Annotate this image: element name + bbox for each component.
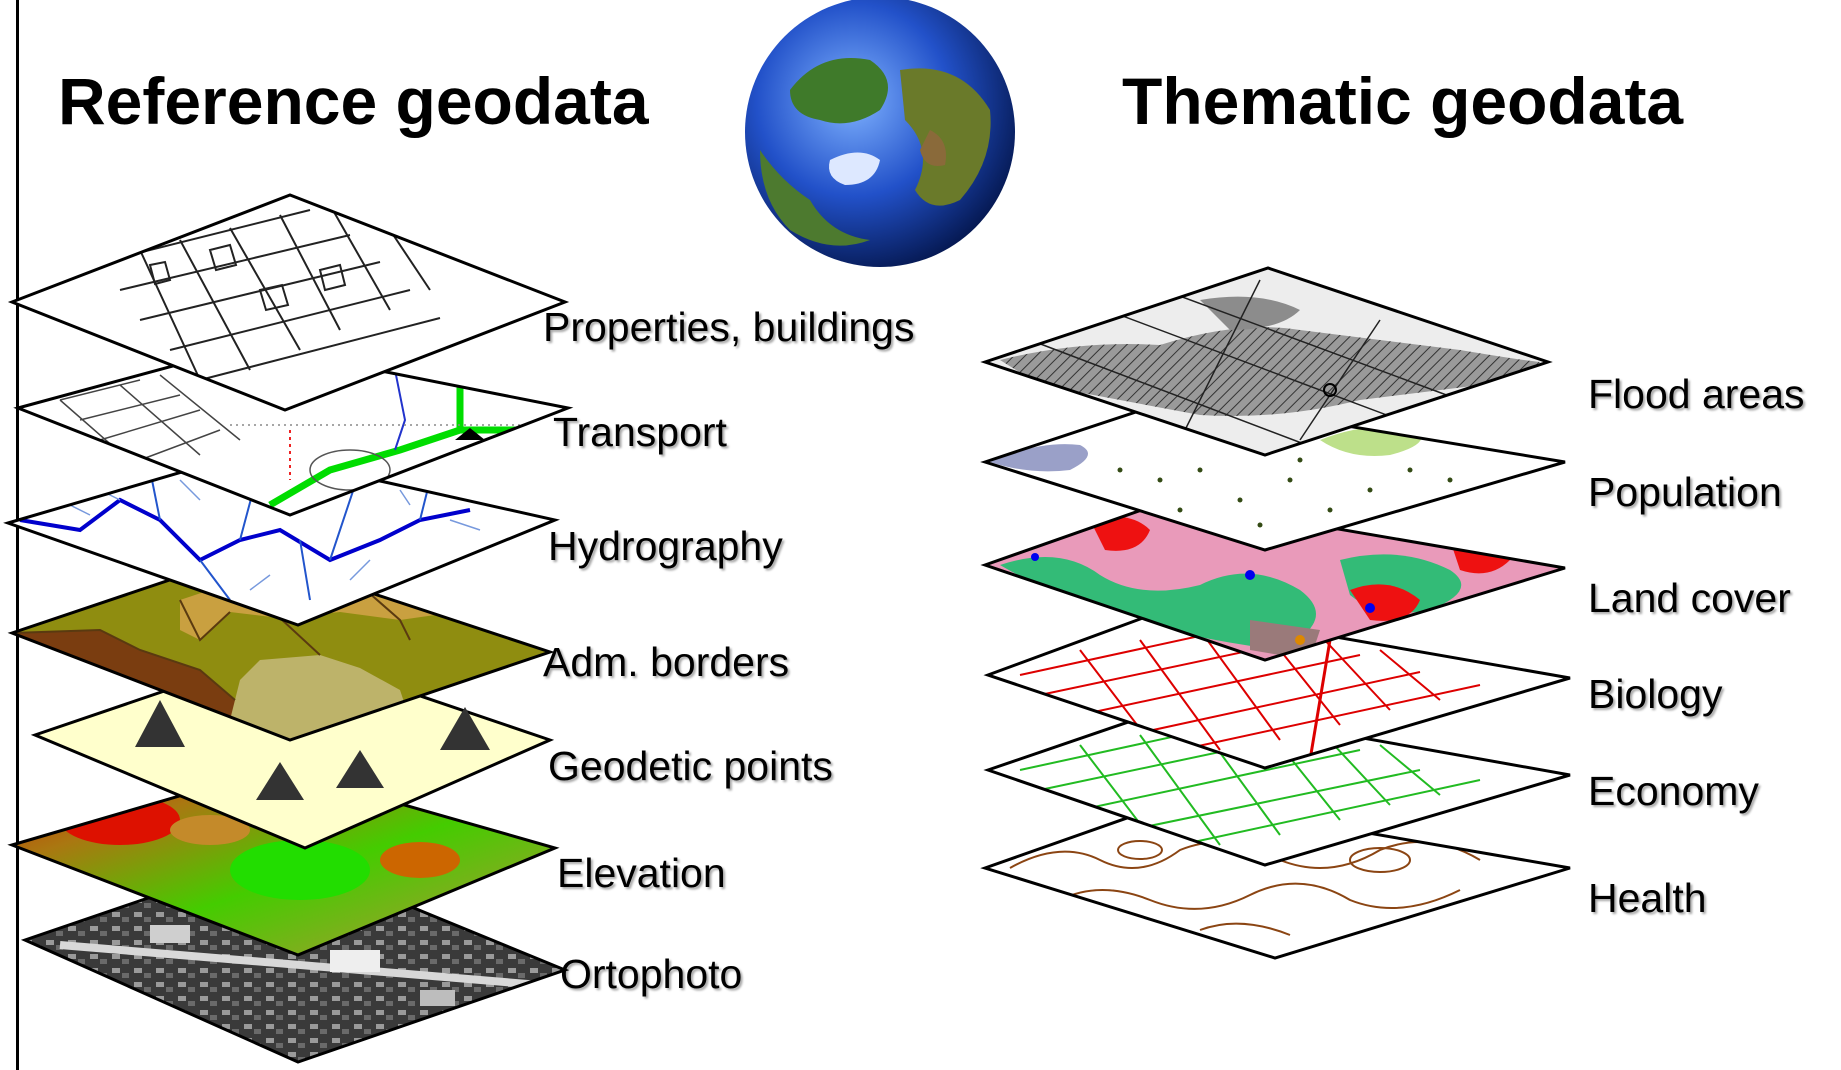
economy-layer (983, 703, 1571, 867)
layer-label-hydrography: Hydrography (548, 523, 783, 569)
layer-label-elevation: Elevation (557, 850, 726, 896)
layer-label-economy: Economy (1588, 768, 1759, 814)
layer-label-transport: Transport (553, 409, 727, 455)
hydrography-layer (3, 450, 560, 627)
layer-label-flood-areas: Flood areas (1588, 371, 1805, 417)
population-layer (980, 396, 1566, 552)
layer-label-population: Population (1588, 469, 1782, 515)
elevation-layer (7, 766, 560, 957)
reference-geodata-title: Reference geodata (58, 64, 649, 138)
layer-label-biology: Biology (1588, 671, 1723, 717)
geodetic-triangle-1 (135, 700, 185, 747)
layer-label-geodetic-points: Geodetic points (548, 743, 833, 789)
layer-label-health: Health (1588, 875, 1707, 921)
layer-label-properties-buildings: Properties, buildings (543, 304, 915, 350)
geodetic-triangle-2 (440, 707, 490, 750)
layer-label-adm-borders: Adm. borders (543, 639, 790, 685)
left-frame-border (16, 0, 19, 1070)
flood-areas-layer (980, 266, 1553, 457)
ortophoto-layer (20, 851, 570, 1064)
globe-icon (745, 0, 1015, 267)
geodetic-triangle-4 (336, 750, 384, 788)
thematic-geodata-title: Thematic geodata (1122, 64, 1684, 138)
properties-buildings-layer (7, 193, 570, 412)
layer-label-ortophoto: Ortophoto (560, 951, 743, 997)
land-cover-layer (980, 498, 1566, 662)
geodetic-triangle-3 (256, 762, 304, 800)
biology-layer (983, 606, 1571, 770)
layer-label-land-cover: Land cover (1588, 575, 1791, 621)
